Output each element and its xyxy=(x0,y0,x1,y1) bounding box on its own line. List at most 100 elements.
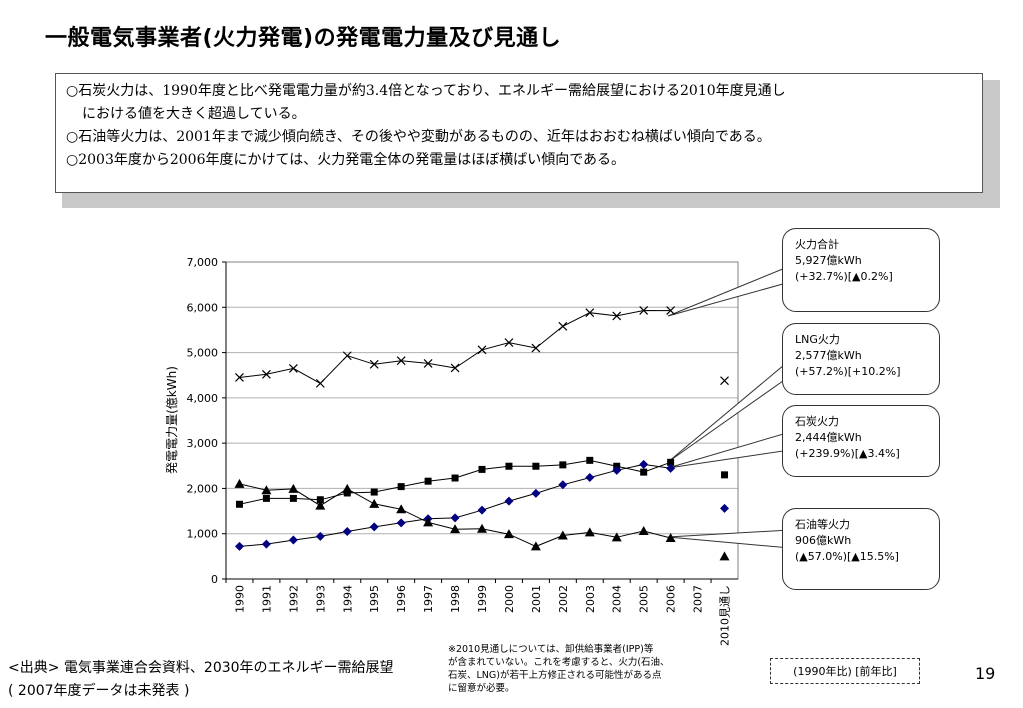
data-point xyxy=(558,480,568,490)
callout-oil-value: 906億kWh xyxy=(795,534,852,547)
callout-coal: 石炭火力 2,444億kWh (+239.9%)[▲3.4%] xyxy=(782,405,940,477)
source-citation: <出典> 電気事業連合会資料、2030年のエネルギー需給展望 xyxy=(8,660,394,676)
series-coal xyxy=(234,459,730,551)
data-point xyxy=(638,525,649,535)
series-line-lng xyxy=(239,459,671,505)
data-point xyxy=(665,532,676,542)
data-point xyxy=(584,527,595,537)
data-point xyxy=(262,494,270,502)
data-point xyxy=(289,494,297,502)
data-point xyxy=(667,458,675,466)
data-point xyxy=(666,463,676,473)
data-point xyxy=(450,363,460,373)
callout-coal-name: 石炭火力 xyxy=(795,415,839,428)
data-point xyxy=(234,478,245,488)
x-tick-label: 1994 xyxy=(341,585,354,613)
data-point xyxy=(720,376,729,386)
y-tick-label: 6,000 xyxy=(187,301,219,314)
comparison-legend-key: (1990年比) [前年比] xyxy=(770,658,920,684)
data-point xyxy=(557,530,568,540)
x-tick-label: 1995 xyxy=(368,585,381,613)
data-point xyxy=(261,485,272,495)
callout-total-name: 火力合計 xyxy=(795,238,839,251)
data-point xyxy=(503,529,514,539)
data-point xyxy=(721,471,729,479)
summary-box: ○石炭火力は、1990年度と比べ発電電力量が約3.4倍となっており、エネルギー需… xyxy=(55,73,983,193)
data-point xyxy=(451,474,459,482)
data-point xyxy=(531,343,541,353)
x-tick-label: 1992 xyxy=(287,585,300,613)
data-point xyxy=(720,503,730,513)
y-tick-label: 4,000 xyxy=(187,392,219,405)
data-point xyxy=(424,477,432,485)
x-tick-label: 2004 xyxy=(611,585,624,613)
x-tick-label: 2007 xyxy=(692,585,705,613)
data-point xyxy=(450,524,461,534)
callout-coal-change: (+239.9%)[▲3.4%] xyxy=(795,447,900,460)
data-point xyxy=(288,363,298,373)
data-point xyxy=(666,306,676,316)
data-point xyxy=(396,356,406,366)
data-point xyxy=(612,311,622,321)
data-point xyxy=(261,369,271,379)
summary-line-oil: ○石油等火力は、2001年まで減少傾向続き、その後やや変動があるものの、近年はお… xyxy=(66,129,771,145)
data-point xyxy=(586,456,594,464)
x-tick-label: 2010見通し xyxy=(719,585,732,646)
page-title: 一般電気事業者(火力発電)の発電電力量及び見通し xyxy=(45,26,562,51)
series-lng xyxy=(235,456,729,508)
note-line: に留意が必要。 xyxy=(448,683,515,694)
data-point xyxy=(342,351,352,361)
data-point xyxy=(477,505,487,515)
data-point xyxy=(315,378,325,388)
data-point xyxy=(369,359,379,369)
leader-total xyxy=(667,265,791,317)
data-point xyxy=(370,488,378,496)
chart-series xyxy=(234,306,730,561)
y-axis-ticks: 0 1,000 2,000 3,000 4,000 5,000 6,000 7,000 xyxy=(187,256,227,586)
chart-gridlines xyxy=(226,261,738,535)
data-point xyxy=(719,551,730,561)
callout-oil-name: 石油等火力 xyxy=(795,518,850,531)
data-point xyxy=(369,498,380,508)
y-tick-label: 2,000 xyxy=(187,482,219,495)
data-point xyxy=(585,308,595,318)
summary-line-coal: ○石炭火力は、1990年度と比べ発電電力量が約3.4倍となっており、エネルギー需… xyxy=(66,83,786,99)
x-axis-ticks: 1990 1991 1992 1993 1994 1995 1996 1997 1998 1999… xyxy=(225,578,738,646)
data-point xyxy=(235,373,244,382)
data-point xyxy=(342,526,352,536)
data-point xyxy=(423,517,434,527)
data-point xyxy=(396,504,407,514)
source-data-note: ( 2007年度データは未発表 ) xyxy=(8,683,190,699)
data-point xyxy=(343,489,351,497)
data-point xyxy=(532,462,540,470)
callout-total-change: (+32.7%)[▲0.2%] xyxy=(795,270,893,283)
data-point xyxy=(504,496,514,506)
x-tick-label: 2000 xyxy=(503,585,516,613)
data-point xyxy=(477,523,487,533)
summary-line-total: ○2003年度から2006年度にかけては、火力発電全体の発電量はほぼ横ばい傾向で… xyxy=(66,152,626,168)
note-line: 石炭、LNG)が若干上方修正される可能性がある点 xyxy=(448,670,662,681)
y-tick-label: 3,000 xyxy=(187,437,219,450)
callout-lng-name: LNG火力 xyxy=(795,333,840,346)
callout-lng-value: 2,577億kWh xyxy=(795,349,862,362)
callout-total-value: 5,927億kWh xyxy=(795,254,862,267)
x-tick-label: 1990 xyxy=(233,585,246,613)
data-point xyxy=(234,541,244,551)
data-point xyxy=(261,539,271,549)
x-tick-label: 1998 xyxy=(449,585,462,613)
data-point xyxy=(288,535,298,545)
data-point xyxy=(369,522,379,532)
data-point xyxy=(423,359,433,368)
y-tick-label: 5,000 xyxy=(187,347,219,360)
data-point xyxy=(612,465,622,475)
data-point xyxy=(639,459,649,469)
leader-coal xyxy=(667,431,791,469)
summary-line-coal-continued: における値を大きく超過している。 xyxy=(82,106,306,122)
page-number: 19 xyxy=(975,664,996,683)
callout-oil: 石油等火力 906億kWh (▲57.0%)[▲15.5%] xyxy=(782,508,940,590)
x-tick-label: 2003 xyxy=(584,585,597,613)
data-point xyxy=(450,513,460,523)
series-oil xyxy=(234,478,730,561)
data-point xyxy=(235,500,243,508)
